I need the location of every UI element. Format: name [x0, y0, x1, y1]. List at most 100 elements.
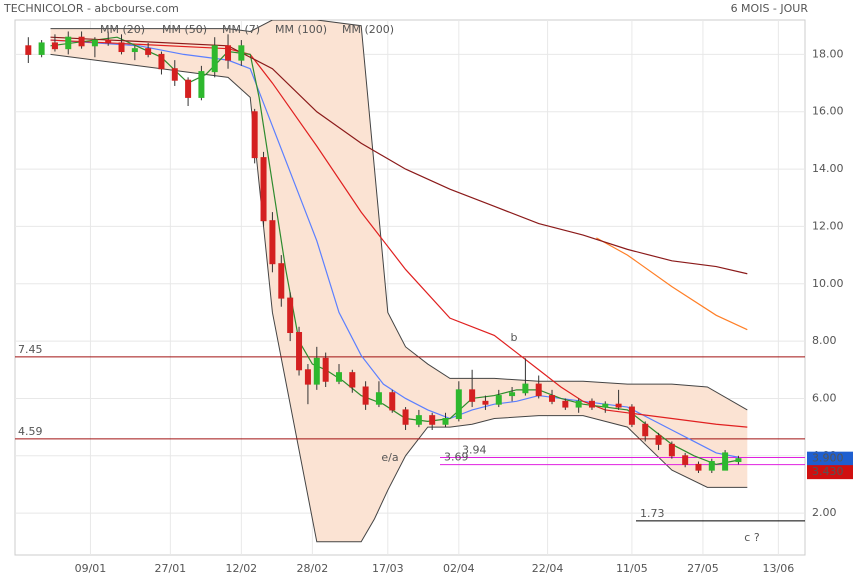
moving-average: [50, 36, 748, 275]
candle-body: [91, 39, 98, 47]
legend-entry: MM (100): [275, 23, 327, 36]
candle-body: [118, 42, 125, 53]
candle-body: [185, 79, 192, 98]
band-fill: [50, 20, 748, 542]
candle-body: [251, 111, 258, 159]
chart-subtitle: 6 MOIS - JOUR: [731, 2, 809, 15]
x-tick-label: 22/04: [532, 562, 564, 575]
candle-body: [522, 383, 529, 394]
candle-body: [105, 39, 112, 44]
candle-body: [655, 435, 662, 445]
x-tick-label: 13/06: [763, 562, 795, 575]
candle-body: [642, 423, 649, 437]
candle-body: [668, 443, 675, 457]
candle-body: [211, 45, 218, 73]
annotation: b: [511, 331, 518, 344]
x-tick-label: 17/03: [372, 562, 404, 575]
price-box-label: 3.900: [812, 452, 844, 465]
candle-body: [38, 42, 45, 55]
level-label: 7.45: [18, 343, 43, 356]
candle-body: [562, 400, 569, 408]
plot-frame: [14, 19, 806, 556]
candle-body: [628, 406, 635, 425]
candle-body: [51, 42, 58, 50]
candle-body: [495, 395, 502, 405]
x-tick-label: 09/01: [75, 562, 107, 575]
y-tick-label: 6.00: [812, 391, 837, 404]
candle-body: [225, 45, 232, 61]
candle-body: [171, 68, 178, 81]
candle-body: [375, 392, 382, 405]
y-tick-label: 16.00: [812, 105, 844, 118]
price-box: [807, 465, 853, 480]
candle-body: [269, 220, 276, 265]
legend-entry: MM (20): [100, 23, 145, 36]
annotation: e/a: [381, 451, 398, 464]
candle-body: [722, 452, 729, 471]
legend-entry: MM (50): [162, 23, 207, 36]
candle-body: [313, 357, 320, 385]
y-tick-label: 2.00: [812, 506, 837, 519]
candle-body: [238, 45, 245, 61]
candle-body: [442, 418, 449, 425]
x-tick-label: 27/05: [687, 562, 719, 575]
y-tick-label: 8.00: [812, 334, 837, 347]
level-label: 3.94: [462, 444, 487, 457]
candle-body: [482, 400, 489, 405]
candle-body: [708, 461, 715, 471]
x-tick-label: 28/02: [297, 562, 329, 575]
candle-body: [304, 369, 311, 385]
x-tick-label: 12/02: [225, 562, 257, 575]
level-label: 1.73: [640, 507, 665, 520]
candle-body: [429, 415, 436, 425]
x-tick-label: 02/04: [443, 562, 475, 575]
candle-body: [278, 263, 285, 299]
moving-average: [50, 36, 739, 466]
price-box: [807, 451, 853, 466]
candle-body: [131, 48, 138, 53]
y-tick-label: 18.00: [812, 47, 844, 60]
candle-body: [158, 53, 165, 70]
candle-body: [362, 386, 369, 405]
candle-body: [469, 389, 476, 402]
candle-body: [682, 455, 689, 465]
candle-body: [260, 157, 267, 222]
candle-body: [25, 45, 32, 55]
legend-entry: MM (200): [342, 23, 394, 36]
candle-body: [65, 36, 72, 50]
candle-body: [588, 400, 595, 408]
candle-body: [575, 400, 582, 408]
candle-body: [389, 392, 396, 411]
candle-body: [198, 71, 205, 98]
candle-body: [455, 389, 462, 420]
candle-body: [402, 409, 409, 425]
y-tick-label: 10.00: [812, 277, 844, 290]
candle-body: [296, 332, 303, 371]
band-upper: [50, 20, 748, 411]
level-label: 4.59: [18, 425, 43, 438]
chart-title: TECHNICOLOR - abcbourse.com: [3, 2, 179, 15]
candle-body: [509, 392, 516, 397]
candle-body: [735, 458, 742, 463]
x-tick-label: 27/01: [154, 562, 186, 575]
level-label: 3.69: [444, 451, 469, 464]
candle-body: [602, 403, 609, 408]
candle-body: [695, 463, 702, 471]
price-box-label: 3.430: [812, 465, 844, 478]
candle-body: [549, 395, 556, 402]
candle-body: [415, 415, 422, 425]
candle-body: [335, 372, 342, 382]
candle-body: [322, 357, 329, 382]
candle-body: [145, 48, 152, 55]
y-tick-label: 14.00: [812, 162, 844, 175]
candle-body: [349, 372, 356, 388]
candle-body: [535, 383, 542, 397]
x-tick-label: 11/05: [616, 562, 648, 575]
y-tick-label: 12.00: [812, 219, 844, 232]
legend-entry: MM (7): [222, 23, 260, 36]
candle-body: [287, 297, 294, 334]
moving-average: [596, 237, 748, 331]
candle-body: [615, 403, 622, 408]
